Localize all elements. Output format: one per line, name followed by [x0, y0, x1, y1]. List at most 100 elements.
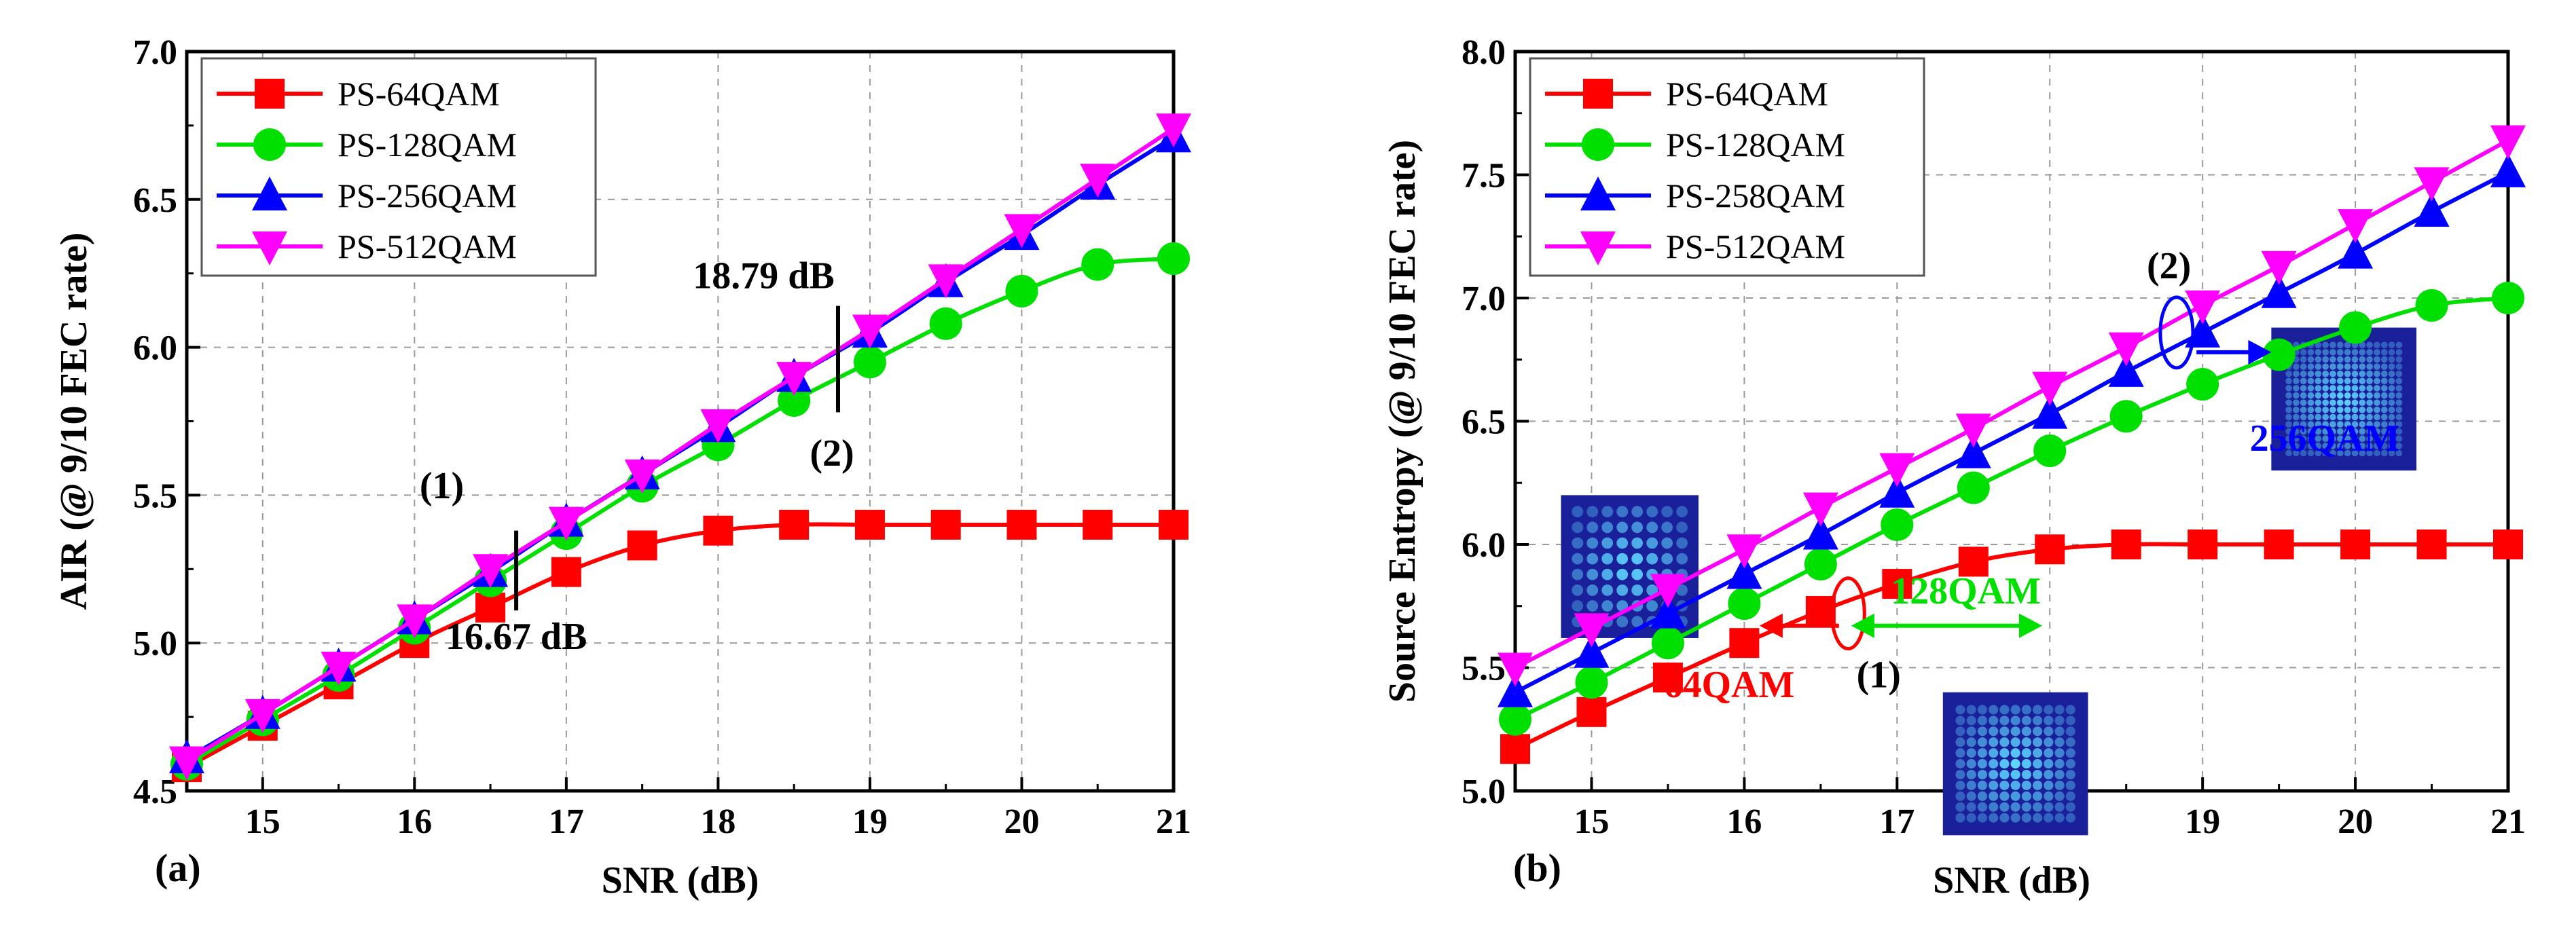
constellation-point — [2285, 449, 2292, 457]
constellation-point — [1977, 780, 1987, 790]
constellation-point — [1989, 802, 1999, 812]
constellation-point — [1955, 769, 1965, 780]
constellation-point — [2359, 349, 2366, 356]
constellation-point — [2359, 356, 2366, 363]
constellation-point — [1977, 726, 1987, 737]
constellation-point — [2293, 449, 2300, 457]
constellation-point — [1966, 737, 1976, 747]
constellation-point — [2010, 716, 2020, 726]
constellation-point — [2021, 769, 2031, 780]
constellation-point — [2395, 435, 2403, 443]
constellation-point — [2351, 356, 2359, 363]
constellation-point — [1646, 600, 1658, 612]
data-point — [1575, 666, 1608, 699]
constellation-point — [2351, 377, 2359, 385]
y-tick-label: 5.0 — [133, 625, 177, 663]
constellation-point — [1977, 791, 1987, 801]
legend-label: PS-258QAM — [1666, 177, 1845, 215]
constellation-point — [1999, 737, 2010, 747]
legend-label: PS-64QAM — [1666, 75, 1828, 113]
data-point — [1881, 508, 1914, 541]
constellation-point — [2065, 759, 2075, 769]
constellation-point — [2293, 392, 2300, 399]
constellation-point — [2033, 737, 2043, 747]
data-point — [475, 592, 506, 623]
constellation-point — [1999, 716, 2010, 726]
constellation-point — [2374, 363, 2380, 370]
constellation-point — [1966, 780, 1976, 790]
constellation-point — [2322, 363, 2329, 370]
data-point — [1574, 633, 1610, 668]
legend: PS-64QAM PS-128QAM PS-256QAM PS-512QAM — [200, 57, 597, 277]
legend-label: PS-256QAM — [338, 177, 517, 215]
constellation-point — [1999, 813, 2010, 823]
constellation-point — [2336, 399, 2344, 406]
constellation-point — [1631, 553, 1644, 565]
constellation-point — [2293, 421, 2300, 428]
constellation-point — [2315, 385, 2322, 392]
constellation-point — [2285, 435, 2292, 443]
constellation-point — [2033, 769, 2043, 780]
arrow-head — [2248, 339, 2272, 365]
constellation-point — [2300, 443, 2307, 449]
constellation-point — [1955, 813, 1965, 823]
constellation-point — [2344, 406, 2351, 413]
series-ps-128qam — [170, 242, 1190, 781]
constellation-point — [2307, 443, 2315, 449]
data-point — [2414, 167, 2450, 202]
constellation-point — [1966, 769, 1976, 780]
arrow-head — [1851, 613, 1874, 638]
constellation-point — [2380, 392, 2388, 399]
constellation-point — [2329, 385, 2336, 392]
data-point — [1498, 673, 1533, 707]
constellation-point — [1955, 748, 1965, 758]
constellation-point — [2380, 363, 2388, 370]
y-axis-title: AIR (@ 9/10 FEC rate) — [53, 233, 95, 610]
constellation-point — [2293, 428, 2300, 435]
constellation-point — [2380, 443, 2388, 449]
constellation-point — [2388, 341, 2395, 349]
constellation-inset-128qam — [1942, 692, 2088, 836]
legend-marker — [1580, 177, 1616, 210]
constellation-point — [2021, 780, 2031, 790]
data-point — [397, 604, 433, 639]
series-line — [185, 522, 1174, 769]
constellation-point — [2054, 726, 2065, 737]
constellation-point — [2054, 737, 2065, 747]
constellation-point — [2329, 356, 2336, 363]
constellation-point — [2359, 341, 2366, 349]
data-point — [854, 509, 885, 540]
data-point — [551, 557, 581, 587]
constellation-point — [2351, 363, 2359, 370]
constellation-point — [2322, 356, 2329, 363]
constellation-point — [2300, 399, 2307, 406]
annotation-arrow — [1851, 613, 2042, 638]
constellation-point — [2336, 363, 2344, 370]
constellation-point — [2329, 370, 2336, 377]
constellation-point — [2293, 413, 2300, 421]
legend-item-ps-64qam: PS-64QAM — [217, 75, 500, 113]
constellation-point — [1631, 521, 1644, 534]
constellation-point — [2374, 443, 2380, 449]
constellation-point — [2054, 769, 2065, 780]
legend-item-ps-128qam: PS-128QAM — [217, 126, 517, 164]
constellation-point — [2307, 385, 2315, 392]
legend-label: PS-64QAM — [338, 75, 500, 113]
constellation-point — [1955, 759, 1965, 769]
constellation-point — [2336, 428, 2344, 435]
data-point — [1576, 697, 1607, 727]
data-point — [2414, 192, 2450, 227]
constellation-point — [2359, 370, 2366, 377]
constellation-point — [2359, 377, 2366, 385]
series-ps-512qam — [1498, 125, 2526, 687]
constellation-point — [1977, 748, 1987, 758]
constellation-point — [2366, 421, 2373, 428]
constellation-point — [2054, 716, 2065, 726]
constellation-point — [1955, 791, 1965, 801]
constellation-point — [2336, 449, 2344, 457]
y-tick-label: 6.0 — [133, 329, 177, 368]
constellation-point — [2315, 392, 2322, 399]
series-ps-128qam — [1499, 282, 2524, 736]
constellation-point — [2388, 370, 2395, 377]
constellation-point — [2395, 377, 2403, 385]
